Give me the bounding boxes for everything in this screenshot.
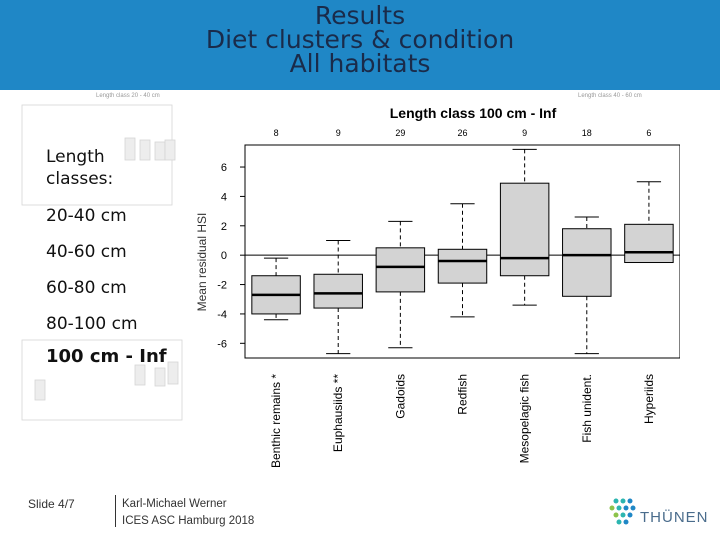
slide-number: Slide 4/7: [28, 497, 75, 511]
y-tick-label: 6: [221, 162, 227, 174]
length-class-60-80: 60-80 cm: [46, 278, 127, 298]
x-category-label: Hyperiids: [642, 374, 656, 424]
boxplot-chart: Length class 100 cm - Inf Mean residual …: [195, 105, 680, 468]
length-classes-heading: Length classes:: [46, 147, 114, 189]
title-banner: [0, 0, 720, 90]
count-label: 18: [582, 128, 592, 138]
y-axis-ticks: 6 4 2 0 -2 -4 -6: [217, 162, 245, 350]
box-body: [624, 223, 674, 264]
background-faded-charts: [21, 104, 183, 421]
slide-title-line-2: Diet clusters & condition: [205, 25, 515, 54]
y-tick-label: 4: [221, 191, 227, 203]
count-label: 9: [336, 128, 341, 138]
thuenen-logo-text: THÜNEN: [640, 509, 709, 526]
plot-border: [244, 144, 680, 359]
x-category-label: Benthic remains *: [269, 374, 283, 468]
bg-chart-label-40-60: Length class 40 - 60 cm: [578, 93, 642, 99]
box-body: [375, 247, 426, 293]
length-class-80-100: 80-100 cm: [46, 314, 138, 334]
event-name: ICES ASC Hamburg 2018: [122, 515, 255, 527]
x-category-label: Gadoids: [393, 374, 407, 419]
y-tick-label: -6: [217, 338, 227, 350]
length-class-100-inf: 100 cm - Inf: [46, 346, 167, 367]
box-body: [313, 273, 363, 309]
y-tick-label: -4: [217, 309, 227, 321]
length-class-40-60: 40-60 cm: [46, 242, 127, 262]
slide-title-line-1: Results: [314, 1, 406, 30]
footer-author-block: Karl-Michael Werner ICES ASC Hamburg 201…: [122, 496, 254, 530]
box-7: [624, 181, 674, 264]
length-class-20-40: 20-40 cm: [46, 206, 127, 226]
count-label: 9: [522, 128, 527, 138]
box-6: [562, 216, 612, 355]
box-5: [499, 148, 550, 306]
x-category-label: Mesopelagic fish: [518, 374, 532, 463]
count-label: 29: [395, 128, 405, 138]
y-tick-label: 2: [221, 221, 227, 233]
x-category-label: Redfish: [456, 374, 470, 415]
thuenen-logo-icon: [609, 498, 636, 525]
count-label: 26: [457, 128, 467, 138]
bg-chart-label-20-40: Length class 20 - 40 cm: [96, 93, 160, 99]
count-label: 8: [274, 128, 279, 138]
footer-divider: [115, 495, 116, 527]
x-category-label: Fish unident.: [580, 374, 594, 443]
box-body: [437, 248, 488, 284]
sample-counts: 8 9 29 26 9 18 6: [274, 128, 652, 138]
box-4: [437, 203, 488, 318]
author-name: Karl-Michael Werner: [122, 498, 227, 510]
box-1: [251, 257, 301, 321]
box-2: [313, 239, 363, 355]
y-tick-label: 0: [221, 250, 227, 262]
x-axis-category-labels: Benthic remains * Euphausiids ** Gadoids Re…: [269, 374, 656, 468]
chart-title: Length class 100 cm - Inf: [390, 105, 557, 121]
boxes: [251, 148, 674, 355]
box-body: [562, 228, 612, 297]
count-label: 6: [646, 128, 651, 138]
y-tick-label: -2: [217, 280, 227, 292]
box-3: [375, 220, 426, 349]
y-axis-label: Mean residual HSI: [195, 213, 209, 312]
slide-title-line-3: All habitats: [289, 49, 431, 78]
box-body: [499, 182, 550, 277]
plot-frame: [244, 144, 680, 359]
x-category-label: Euphausiids **: [331, 374, 345, 452]
